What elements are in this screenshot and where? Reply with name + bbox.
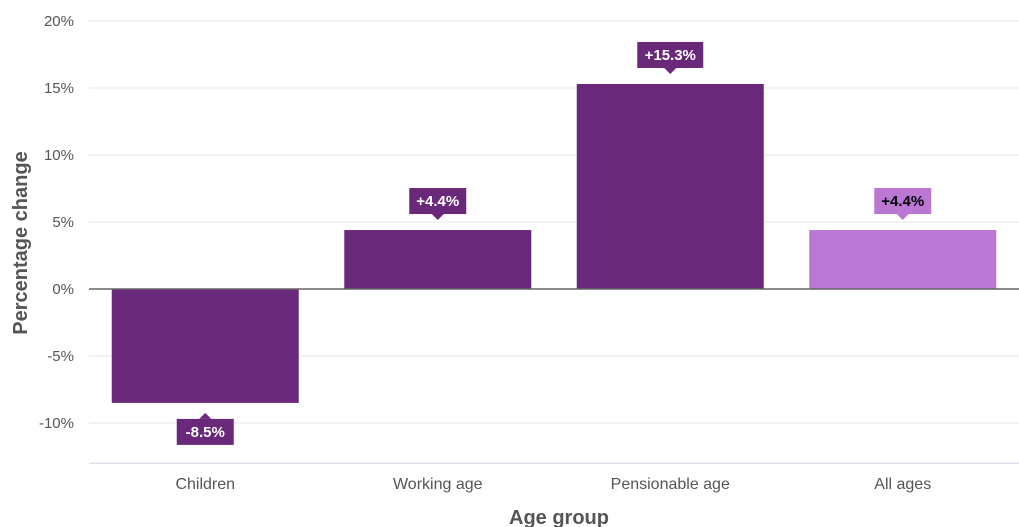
bar [809, 230, 997, 289]
data-labels: -8.5% +4.4% +15.3% +4.4% [176, 41, 932, 445]
data-label: +4.4% [874, 188, 932, 221]
y-axis-title: Percentage change [10, 151, 32, 334]
data-label-text: +4.4% [881, 193, 924, 210]
data-label-box [874, 188, 932, 215]
bar [111, 289, 299, 403]
data-label-pointer [199, 412, 212, 419]
y-axis-ticks: 20% 15% 10% 5% 0% -5% -10% [39, 13, 74, 432]
data-label-pointer [896, 214, 909, 221]
data-label-pointer [664, 67, 677, 74]
x-tick-label: All ages [874, 476, 931, 493]
y-tick-label: -10% [39, 415, 74, 432]
x-tick-label: Children [175, 476, 235, 493]
data-label-text: +4.4% [416, 193, 459, 210]
y-tick-label: 5% [52, 214, 74, 231]
y-tick-label: 15% [44, 80, 74, 97]
data-label-box [176, 418, 234, 445]
y-tick-label: 10% [44, 147, 74, 164]
data-label-box [637, 41, 704, 68]
data-label: -8.5% [176, 412, 234, 445]
y-tick-label: 0% [52, 281, 74, 298]
y-tick-label: -5% [47, 348, 74, 365]
bars [111, 83, 997, 403]
x-tick-label: Pensionable age [611, 476, 730, 493]
data-label-text: +15.3% [645, 47, 696, 64]
x-axis-title: Age group [509, 507, 609, 527]
bar [344, 230, 532, 289]
x-axis-ticks: Children Working age Pensionable age All ag… [175, 476, 931, 493]
bar [576, 83, 764, 289]
data-label: +4.4% [409, 188, 467, 221]
data-label-text: -8.5% [186, 424, 225, 441]
data-label-box [409, 188, 467, 215]
y-tick-label: 20% [44, 13, 74, 30]
data-label: +15.3% [637, 41, 704, 74]
x-tick-label: Working age [393, 476, 483, 493]
data-label-pointer [431, 214, 444, 221]
